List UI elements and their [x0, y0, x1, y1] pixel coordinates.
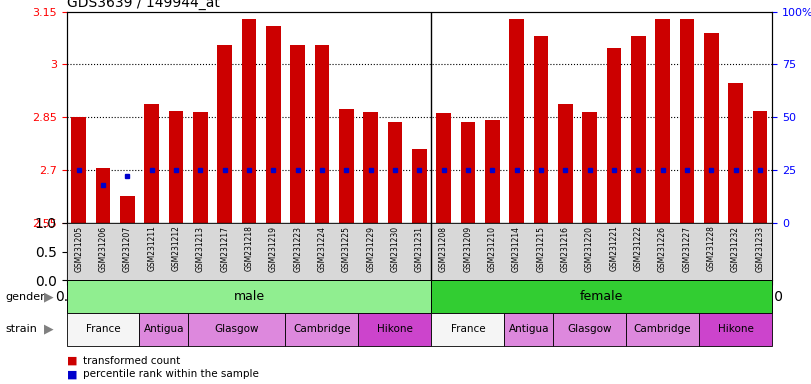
Bar [655, 18, 670, 223]
Text: GSM231215: GSM231215 [536, 226, 546, 271]
Text: strain: strain [6, 324, 37, 334]
Bar [582, 112, 597, 223]
Bar [71, 117, 86, 223]
Text: GSM231228: GSM231228 [706, 226, 716, 271]
Bar [388, 122, 402, 223]
Text: GSM231205: GSM231205 [74, 226, 84, 272]
Text: female: female [580, 290, 624, 303]
Bar [704, 33, 719, 223]
Bar [412, 149, 427, 223]
Text: ■: ■ [67, 356, 77, 366]
Text: GSM231207: GSM231207 [122, 226, 132, 272]
Text: GSM231233: GSM231233 [755, 226, 765, 272]
Bar [67, 280, 431, 313]
Text: GSM231216: GSM231216 [560, 226, 570, 271]
Text: GSM231225: GSM231225 [341, 226, 351, 271]
Bar [266, 26, 281, 223]
Bar [188, 313, 285, 346]
Text: ▶: ▶ [44, 290, 54, 303]
Bar [285, 313, 358, 346]
Text: GSM231231: GSM231231 [414, 226, 424, 271]
Text: GSM231209: GSM231209 [463, 226, 473, 272]
Text: GSM231220: GSM231220 [585, 226, 594, 271]
Bar [139, 313, 188, 346]
Bar [339, 109, 354, 223]
Text: gender: gender [6, 291, 45, 302]
Text: Antigua: Antigua [144, 324, 184, 334]
Bar [461, 122, 475, 223]
Text: GSM231226: GSM231226 [658, 226, 667, 271]
Text: GSM231219: GSM231219 [268, 226, 278, 271]
Text: Cambridge: Cambridge [634, 324, 691, 334]
Bar [626, 313, 699, 346]
Text: GSM231229: GSM231229 [366, 226, 375, 271]
Text: ▶: ▶ [44, 323, 54, 336]
Bar [290, 45, 305, 223]
Bar [485, 120, 500, 223]
Text: Hikone: Hikone [377, 324, 413, 334]
Bar [436, 113, 451, 223]
Text: GSM231208: GSM231208 [439, 226, 448, 271]
Text: France: France [86, 324, 120, 334]
Bar [509, 19, 524, 223]
Text: GSM231217: GSM231217 [220, 226, 230, 271]
Bar [358, 313, 431, 346]
Bar [607, 48, 621, 223]
Bar [753, 111, 767, 223]
Text: male: male [234, 290, 264, 303]
Bar [120, 196, 135, 223]
Text: Antigua: Antigua [508, 324, 549, 334]
Text: Glasgow: Glasgow [568, 324, 611, 334]
Bar [144, 104, 159, 223]
Text: GSM231227: GSM231227 [682, 226, 692, 271]
Bar [631, 36, 646, 223]
Text: France: France [451, 324, 485, 334]
Text: Cambridge: Cambridge [294, 324, 350, 334]
Bar [699, 313, 772, 346]
Text: GSM231230: GSM231230 [390, 226, 400, 272]
Text: GSM231223: GSM231223 [293, 226, 303, 271]
Text: GSM231206: GSM231206 [98, 226, 108, 272]
Text: transformed count: transformed count [83, 356, 180, 366]
Text: percentile rank within the sample: percentile rank within the sample [83, 369, 259, 379]
Text: GSM231213: GSM231213 [195, 226, 205, 271]
Bar [96, 168, 110, 223]
Bar [169, 111, 183, 223]
Bar [728, 83, 743, 223]
Text: GSM231222: GSM231222 [633, 226, 643, 271]
Bar [504, 313, 553, 346]
Bar [431, 280, 772, 313]
Text: GSM231211: GSM231211 [147, 226, 157, 271]
Text: GSM231210: GSM231210 [487, 226, 497, 271]
Bar [217, 45, 232, 223]
Bar [193, 112, 208, 223]
Bar [431, 313, 504, 346]
Text: Glasgow: Glasgow [215, 324, 259, 334]
Text: Hikone: Hikone [718, 324, 753, 334]
Bar [558, 104, 573, 223]
Text: GSM231232: GSM231232 [731, 226, 740, 271]
Text: GSM231214: GSM231214 [512, 226, 521, 271]
Bar [315, 45, 329, 223]
Text: GSM231221: GSM231221 [609, 226, 619, 271]
Text: GSM231212: GSM231212 [171, 226, 181, 271]
Text: ■: ■ [67, 369, 77, 379]
Bar [242, 18, 256, 223]
Text: GSM231224: GSM231224 [317, 226, 327, 271]
Bar [553, 313, 626, 346]
Text: GSM231218: GSM231218 [244, 226, 254, 271]
Bar [67, 313, 139, 346]
Bar [680, 18, 694, 223]
Bar [534, 36, 548, 223]
Bar [363, 112, 378, 223]
Text: GDS3639 / 149944_at: GDS3639 / 149944_at [67, 0, 220, 10]
